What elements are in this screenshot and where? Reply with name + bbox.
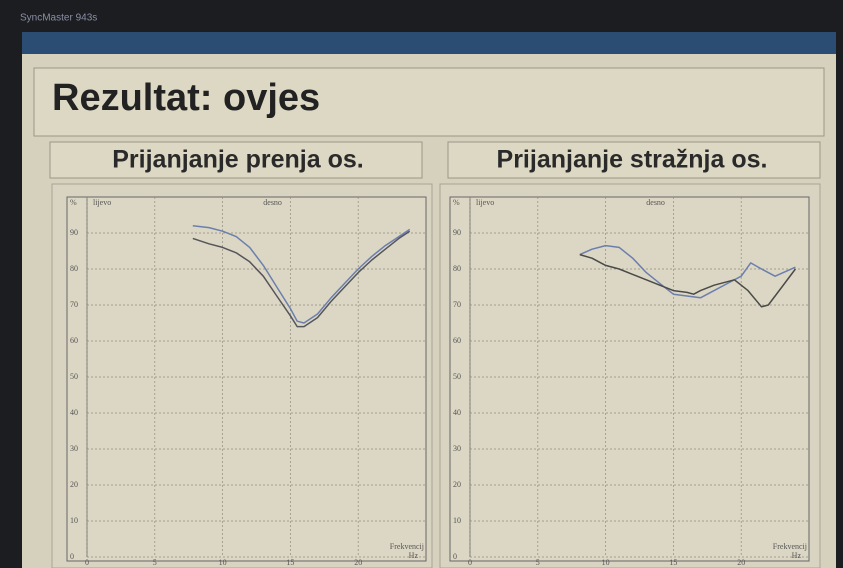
y-tick-label: 40 [70,408,78,417]
y-tick-label: 0 [70,552,74,561]
x-tick-label: 10 [219,558,227,567]
x-tick-label: 20 [354,558,362,567]
x-axis-unit: Hz [792,551,802,560]
y-tick-label: 90 [453,228,461,237]
y-tick-label: 80 [70,264,78,273]
plot-area [449,196,810,562]
x-tick-label: 20 [737,558,745,567]
title-bar [22,32,836,54]
chart-title: Prijanjanje prenja os. [112,146,363,174]
x-tick-label: 0 [85,558,89,567]
monitor-brand: SyncMaster 943s [20,13,97,24]
header-box [33,67,825,137]
x-axis-label: Frekvencij [773,542,807,551]
y-tick-label: 30 [70,444,78,453]
y-tick-label: 20 [453,480,461,489]
y-tick-label: 50 [70,372,78,381]
x-tick-label: 15 [669,558,677,567]
data-line [192,225,411,324]
legend-label: desno [263,198,282,207]
y-tick-label: 80 [453,264,461,273]
y-tick-label: 0 [453,552,457,561]
y-tick-label: 30 [453,444,461,453]
legend-label: desno [646,198,665,207]
y-tick-label: 50 [453,372,461,381]
x-tick-label: 10 [602,558,610,567]
chart-title: Prijanjanje stražnja os. [497,146,768,174]
y-tick-label: 60 [453,336,461,345]
plot-area [66,196,427,562]
y-tick-label: 70 [70,300,78,309]
y-axis-label: % [70,198,77,207]
y-tick-label: 90 [70,228,78,237]
panel-title-box [49,141,423,179]
x-tick-label: 5 [153,558,157,567]
y-tick-label: 70 [453,300,461,309]
x-tick-label: 15 [286,558,294,567]
legend-label: lijevo [93,198,111,207]
x-tick-label: 5 [536,558,540,567]
legend-label: lijevo [476,198,494,207]
data-line [192,230,411,328]
y-tick-label: 10 [70,516,78,525]
data-line [579,244,796,299]
x-tick-label: 0 [468,558,472,567]
y-tick-label: 10 [453,516,461,525]
panel-title-box [447,141,821,179]
page-title: Rezultat: ovjes [52,77,320,119]
x-axis-label: Frekvencij [390,542,424,551]
data-line [579,253,796,308]
y-tick-label: 20 [70,480,78,489]
y-tick-label: 40 [453,408,461,417]
x-axis-unit: Hz [409,551,419,560]
y-axis-label: % [453,198,460,207]
y-tick-label: 60 [70,336,78,345]
